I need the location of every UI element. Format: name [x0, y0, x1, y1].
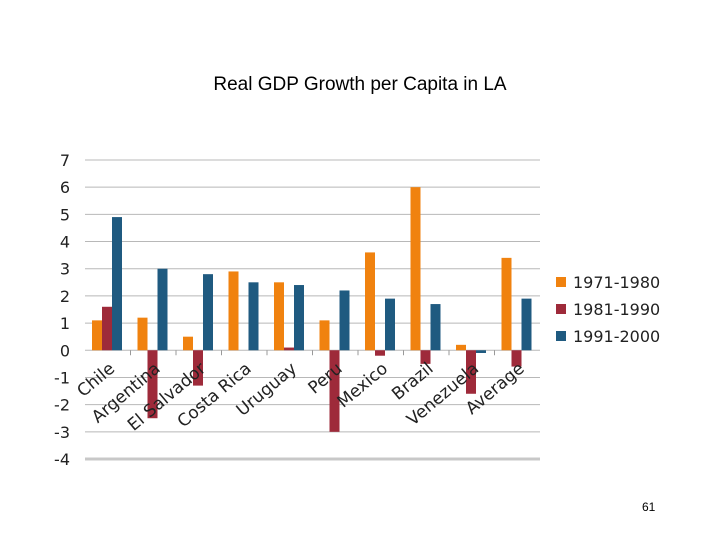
y-tick-label: 1 [60, 314, 70, 333]
y-tick-label: -4 [54, 450, 70, 469]
bar-1991-2000-Chile [112, 217, 122, 351]
bar-1991-2000-Costa Rica [248, 282, 259, 351]
legend-label: 1981-1990 [573, 300, 660, 319]
legend-swatch [556, 331, 566, 341]
y-tick-label: 2 [60, 287, 70, 306]
bar-1991-2000-Argentina [157, 268, 168, 351]
bar-1991-2000-Average [521, 298, 532, 351]
bar-1991-2000-Venezuela [476, 350, 486, 353]
legend-label: 1971-1980 [573, 273, 660, 292]
bar-1981-1990-Venezuela [466, 350, 476, 394]
bar-1971-1980-Mexico [365, 252, 375, 351]
bar-1981-1990-Uruguay [284, 347, 294, 351]
legend-swatch [556, 277, 566, 287]
bar-1971-1980-Uruguay [274, 282, 284, 351]
bar-1981-1990-Average [511, 350, 522, 367]
bar-1991-2000-Brazil [430, 304, 441, 351]
bar-1971-1980-Venezuela [456, 344, 466, 351]
y-tick-label: 4 [60, 233, 70, 252]
bar-1971-1980-Brazil [410, 187, 421, 351]
bar-1991-2000-Uruguay [294, 285, 304, 351]
bar-1981-1990-Brazil [420, 350, 431, 364]
legend-swatch [556, 304, 566, 314]
bar-1981-1990-Peru [329, 350, 340, 432]
y-tick-label: 6 [60, 178, 70, 197]
page-number: 61 [642, 500, 656, 514]
bar-1971-1980-Argentina [137, 317, 148, 351]
bar-1991-2000-Peru [339, 290, 350, 351]
y-tick-label: 7 [60, 151, 70, 170]
chart-title: Real GDP Growth per Capita in LA [213, 74, 507, 95]
bar-1971-1980-Peru [319, 320, 330, 351]
y-tick-label: 0 [60, 341, 70, 360]
bar-1971-1980-El Salvador [183, 336, 193, 351]
bar-1981-1990-Mexico [375, 350, 385, 356]
y-tick-label: 5 [60, 205, 70, 224]
bar-1991-2000-Mexico [385, 298, 395, 351]
bar-1991-2000-El Salvador [203, 274, 213, 351]
bar-1971-1980-Chile [92, 320, 102, 351]
bar-1981-1990-Argentina [147, 350, 158, 419]
bar-1981-1990-El Salvador [193, 350, 203, 386]
y-tick-label: 3 [60, 260, 70, 279]
bar-1981-1990-Chile [102, 306, 112, 351]
bar-1971-1980-Average [501, 257, 512, 351]
bar-1971-1980-Costa Rica [228, 271, 239, 351]
y-tick-label: -1 [54, 368, 70, 387]
y-tick-label: -2 [54, 396, 70, 415]
y-tick-label: -3 [54, 423, 70, 442]
legend-label: 1991-2000 [573, 327, 660, 346]
